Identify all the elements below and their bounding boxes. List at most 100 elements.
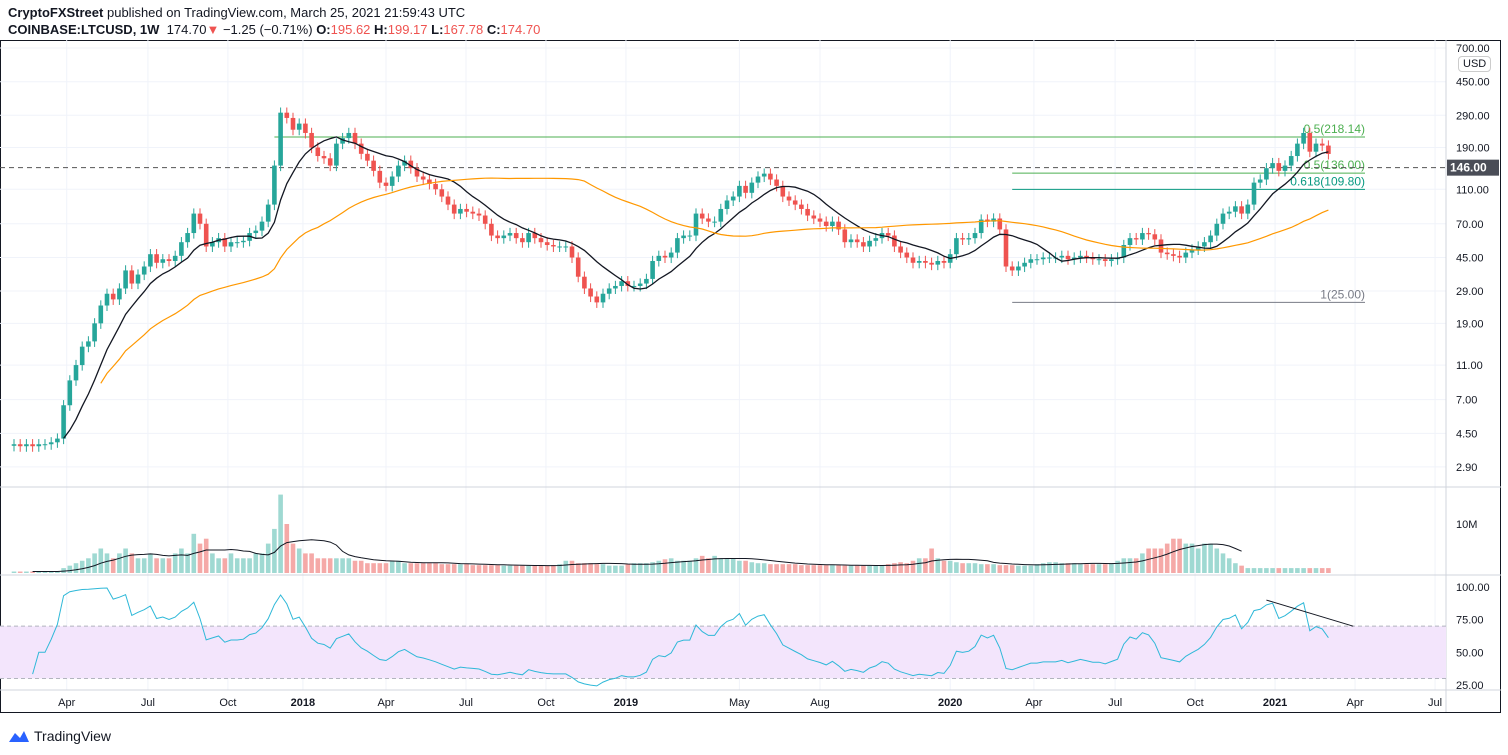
candle-body: [978, 219, 984, 234]
candle-body: [1326, 145, 1331, 154]
candle-body: [1096, 259, 1102, 261]
volume-bar: [414, 563, 420, 573]
candle-body: [408, 160, 414, 169]
volume-bar: [706, 558, 711, 573]
candle-body: [321, 156, 327, 159]
candle-body: [625, 281, 631, 286]
volume-bar: [1152, 548, 1158, 573]
candle-body: [693, 213, 699, 236]
tradingview-logo[interactable]: TradingView: [8, 728, 111, 744]
volume-bar: [1127, 558, 1133, 573]
sma-fast-line: [63, 136, 1329, 439]
candle-body: [768, 173, 773, 180]
volume-bar: [867, 565, 872, 573]
volume-bar: [1233, 563, 1238, 573]
volume-bar: [842, 565, 848, 573]
candle-body: [1102, 259, 1108, 261]
candle-body: [259, 221, 265, 231]
candle-body: [1245, 204, 1251, 214]
candle-body: [179, 242, 184, 256]
volume-bar: [730, 558, 736, 573]
time-tick-label: Aug: [810, 697, 830, 709]
candle-body: [538, 238, 544, 243]
candle-body: [172, 255, 178, 261]
volume-bar: [290, 543, 296, 573]
candle-body: [104, 293, 110, 306]
candle-body: [135, 274, 141, 284]
candle-body: [1003, 229, 1009, 267]
volume-bar: [389, 560, 395, 573]
volume-bar: [960, 563, 965, 573]
volume-bar: [253, 553, 259, 573]
candle-body: [1158, 239, 1164, 253]
candle-body: [960, 238, 965, 240]
volume-bar: [1282, 568, 1288, 573]
volume-bar: [811, 565, 817, 573]
candle-body: [1239, 206, 1244, 214]
volume-bar: [79, 560, 85, 573]
candle-body: [284, 112, 290, 118]
volume-bar: [854, 565, 860, 573]
candle-body: [823, 221, 829, 226]
volume-bar: [768, 564, 773, 573]
volume-bar: [755, 563, 761, 573]
candle-body: [966, 238, 972, 240]
symbol[interactable]: COINBASE:LTCUSD, 1W: [8, 22, 160, 37]
candle-body: [470, 211, 476, 214]
volume-bar: [848, 565, 854, 573]
candle-body: [1152, 234, 1158, 240]
volume-bar: [1071, 563, 1077, 573]
volume-bar: [11, 571, 17, 573]
volume-bar: [30, 571, 35, 573]
candle-body: [662, 255, 668, 258]
candle-body: [1307, 132, 1313, 152]
candle-body: [836, 221, 841, 230]
volume-bar: [631, 563, 637, 573]
candle-body: [1226, 211, 1232, 214]
volume-tick-label: 10M: [1456, 519, 1477, 531]
volume-bar: [67, 565, 73, 573]
volume-bar: [1326, 568, 1331, 573]
volume-bar: [892, 563, 897, 573]
candle-body: [1127, 238, 1133, 246]
volume-bar: [1047, 562, 1052, 573]
candle-body: [197, 213, 203, 224]
price-tick-label: 110.00: [1456, 184, 1489, 196]
volume-bar: [451, 564, 457, 573]
volume-bar: [1028, 565, 1034, 573]
publisher[interactable]: CryptoFXStreet: [8, 5, 104, 20]
volume-bar: [991, 564, 996, 573]
volume-bar: [569, 560, 575, 573]
candle-body: [389, 176, 395, 186]
candle-body: [495, 235, 500, 239]
candle-body: [253, 230, 259, 234]
candle-body: [439, 189, 445, 197]
volume-bar: [179, 548, 184, 573]
candle-body: [563, 246, 569, 248]
candle-body: [290, 117, 296, 130]
candle-body: [48, 442, 54, 445]
volume-bar: [383, 563, 389, 573]
time-tick-label: 2020: [938, 697, 962, 709]
open-value: 195.62: [330, 22, 371, 37]
candle-body: [427, 179, 432, 184]
volume-bar: [817, 565, 823, 573]
candle-body: [854, 239, 860, 243]
candle-body: [1233, 206, 1238, 212]
volume-bar: [625, 564, 631, 573]
candle-body: [1071, 257, 1077, 260]
volume-bar: [724, 558, 730, 573]
volume-bar: [489, 565, 494, 573]
currency-button[interactable]: USD: [1458, 56, 1492, 72]
candle-body: [842, 229, 848, 243]
candle-body: [811, 215, 817, 219]
volume-bar: [1053, 562, 1058, 573]
candle-body: [1177, 255, 1182, 258]
volume-bar: [1183, 543, 1189, 573]
candle-body: [42, 444, 48, 446]
volume-bar: [259, 553, 265, 573]
volume-bar: [1288, 568, 1294, 573]
volume-bar: [420, 563, 426, 573]
volume-bar: [1121, 558, 1127, 573]
